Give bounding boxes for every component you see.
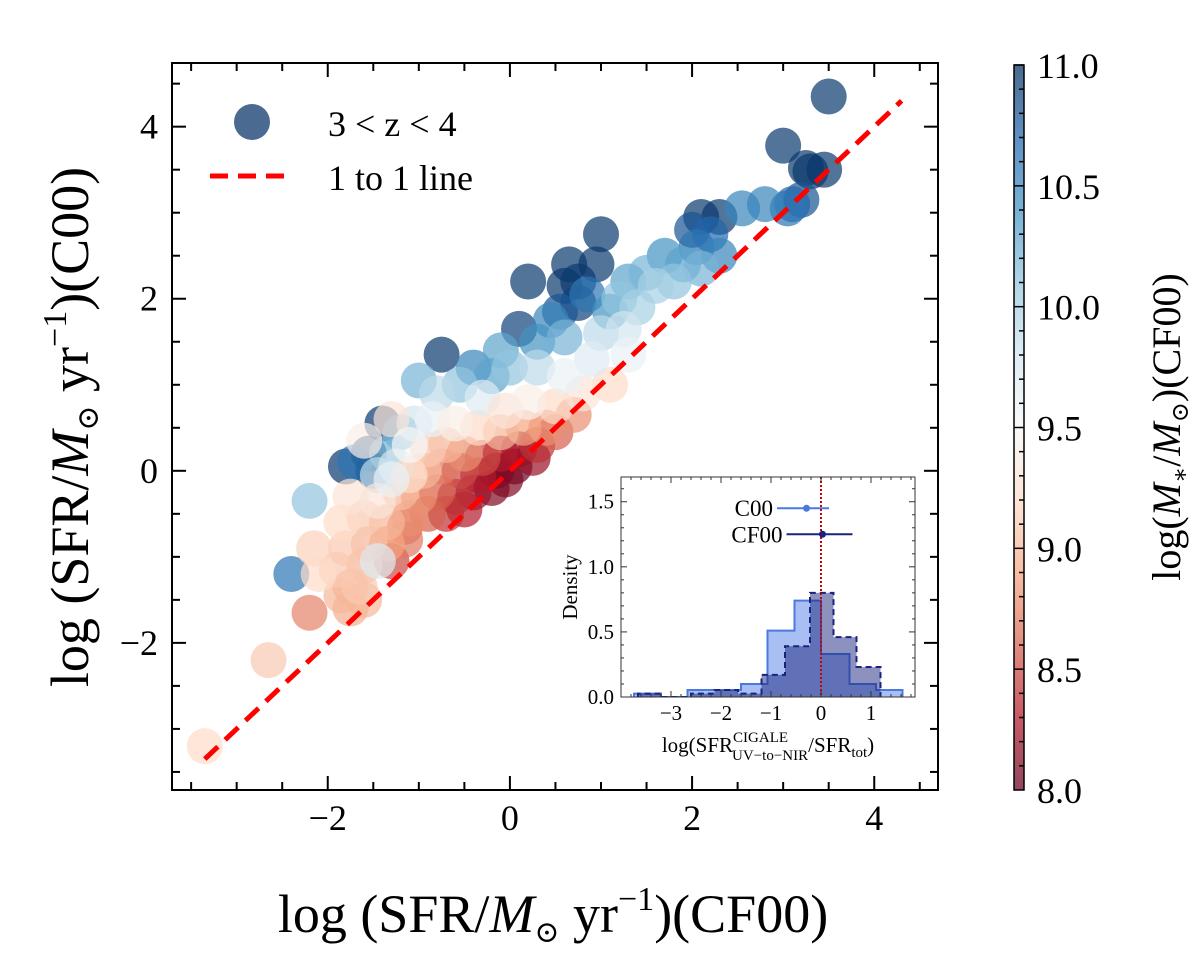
colorbar-tick-labels: 8.0 8.5 9.0 9.5 10.0 10.5 11.0	[1037, 46, 1100, 811]
scatter-point	[546, 358, 583, 395]
errorbar-point-cf00	[819, 530, 826, 538]
scatter-point	[806, 151, 843, 188]
scatter-point	[510, 383, 547, 420]
x-tick-label: 4	[865, 798, 883, 838]
inset-y-tick-label: 0.0	[588, 685, 614, 709]
histogram-bar-cf00	[691, 693, 715, 697]
histogram-bar-cf00	[714, 689, 738, 697]
scatter-point	[582, 216, 619, 253]
scatter-point	[186, 728, 223, 765]
legend: 3 < z < 4 1 to 1 line	[210, 104, 473, 198]
scatter-point	[519, 349, 556, 386]
inset-x-tick-label: 0	[816, 701, 827, 725]
scatter-point	[291, 482, 328, 519]
scatter-point	[810, 78, 847, 115]
histogram-bar-cf00	[810, 592, 834, 697]
scatter-point	[437, 405, 474, 442]
scatter-point	[373, 401, 410, 438]
legend-marker-scatter	[234, 104, 270, 140]
colorbar-tick-label: 8.5	[1037, 650, 1082, 690]
scatter-point	[546, 319, 583, 356]
inset-x-tick-label: −1	[760, 701, 782, 725]
main-ticks	[172, 63, 938, 790]
colorbar: 8.0 8.5 9.0 9.5 10.0 10.5 11.0 log(M∗/M⊙)(CF00…	[1013, 46, 1194, 811]
scatter-point	[683, 250, 720, 287]
scatter-point	[510, 263, 547, 300]
histogram-outline-cf00	[637, 591, 882, 697]
histogram-bars	[633, 591, 904, 697]
x-tick-label: 0	[501, 798, 519, 838]
y-axis-label: log (SFR/M⊙ yr−1)(C00)	[37, 167, 105, 687]
histogram-bar-cf00	[785, 646, 810, 697]
scatter-point	[724, 190, 761, 227]
legend-label-scatter: 3 < z < 4	[328, 104, 457, 144]
colorbar-label: log(M∗/M⊙)(CF00)	[1144, 273, 1194, 581]
x-axis-label: log (SFR/M⊙ yr−1)(CF00)	[278, 881, 828, 949]
colorbar-tick-label: 8.0	[1037, 771, 1082, 811]
colorbar-tick-label: 9.0	[1037, 529, 1082, 569]
scatter-points	[186, 78, 847, 765]
legend-label-line: 1 to 1 line	[328, 158, 473, 198]
colorbar-ticks	[1014, 64, 1024, 767]
errorbar-point-c00	[803, 504, 810, 512]
y-tick-label: 2	[140, 279, 158, 319]
errorbar-label-cf00: CF00	[731, 522, 782, 547]
scatter-point	[291, 594, 328, 631]
scatter-point	[610, 336, 647, 373]
scatter-point	[423, 336, 460, 373]
scatter-point	[359, 543, 396, 580]
histogram-bar-cf00	[738, 693, 762, 697]
inset-y-tick-label: 1.5	[588, 490, 614, 514]
scatter-point	[765, 127, 802, 164]
y-tick-label: 4	[140, 107, 158, 147]
colorbar-tick-label: 11.0	[1037, 46, 1099, 86]
scatter-point	[373, 461, 410, 498]
inset-ticks	[621, 477, 915, 698]
inset-x-tick-label: 1	[866, 701, 877, 725]
inset-x-tick-label: −2	[710, 701, 732, 725]
scatter-point	[592, 366, 629, 403]
scatter-point	[273, 556, 310, 593]
y-tick-label: 0	[140, 451, 158, 491]
inset-x-tick-label: −3	[660, 701, 682, 725]
x-tick-label: −2	[309, 798, 347, 838]
scatter-point	[332, 478, 369, 515]
scatter-point	[341, 568, 378, 605]
main-tick-labels: −2 0 2 4 −2 0 2 4	[120, 107, 884, 838]
scatter-point	[519, 323, 556, 360]
histogram-bar-cf00	[833, 637, 857, 697]
x-tick-label: 2	[683, 798, 701, 838]
inset-x-label: log(SFRCIGALE UV−to−NIR/SFRtot)	[662, 730, 874, 764]
scatter-point	[491, 349, 528, 386]
scatter-point	[573, 340, 610, 377]
errorbar-label-c00: C00	[735, 496, 773, 521]
main-plot: −2 0 2 4 −2 0 2 4 3 < z < 4 1 to 1 line log (SF…	[37, 62, 939, 949]
histogram-bar-cf00	[638, 693, 662, 697]
histogram-bar-c00	[876, 689, 903, 697]
histogram-bar-cf00	[761, 674, 785, 697]
y-tick-label: −2	[120, 623, 158, 663]
inset-y-label: Density	[558, 554, 582, 620]
inset-y-tick-label: 1.0	[588, 555, 614, 579]
colorbar-tick-label: 10.5	[1037, 167, 1100, 207]
inset-y-tick-label: 0.5	[588, 620, 614, 644]
colorbar-tick-label: 9.5	[1037, 409, 1082, 449]
scatter-point	[346, 422, 383, 459]
scatter-point	[537, 388, 574, 425]
histogram-bar-cf00	[856, 667, 881, 697]
scatter-point	[391, 426, 428, 463]
inset-axes-frame	[620, 476, 916, 698]
one-to-one-line	[203, 99, 904, 761]
scatter-point	[250, 642, 287, 679]
colorbar-tick-label: 10.0	[1037, 288, 1100, 328]
inset-tick-labels: −3 −2 −1 0 1 0.0 0.5 1.0 1.5	[588, 490, 877, 725]
scatter-point	[300, 556, 337, 593]
